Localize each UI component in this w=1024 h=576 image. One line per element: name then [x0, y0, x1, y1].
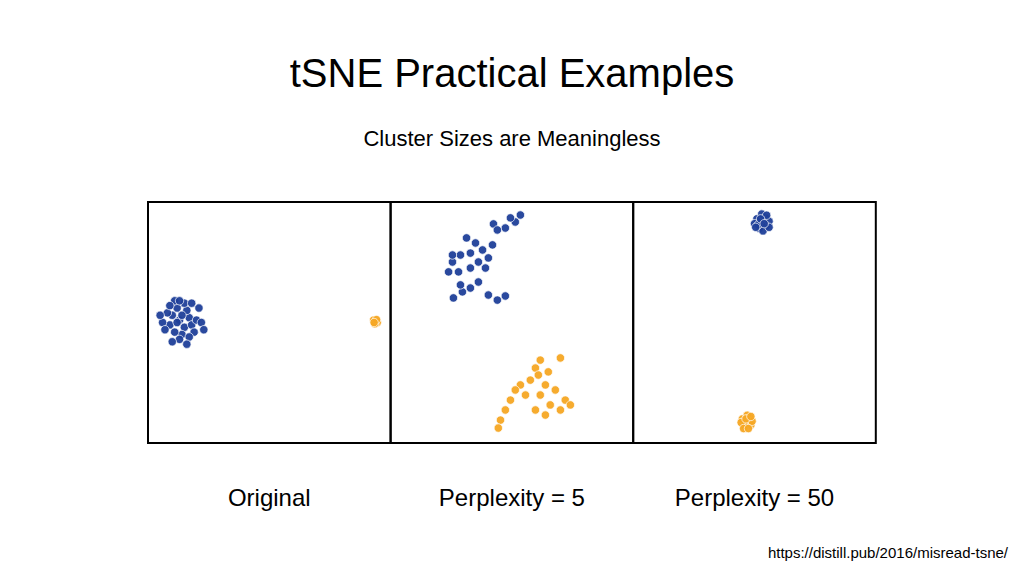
point	[444, 268, 452, 276]
point	[521, 391, 529, 399]
point	[546, 401, 554, 409]
point	[556, 354, 564, 362]
point	[183, 340, 191, 348]
point	[166, 301, 174, 309]
panel-label: Perplexity = 5	[439, 484, 585, 511]
point	[534, 371, 542, 379]
point	[195, 304, 203, 312]
point	[747, 412, 755, 420]
point	[449, 294, 457, 302]
point	[493, 226, 501, 234]
point	[484, 291, 492, 299]
point	[466, 249, 474, 257]
panel-label: Original	[228, 484, 311, 511]
background	[0, 0, 1024, 576]
point	[462, 234, 470, 242]
point	[744, 424, 752, 432]
point	[466, 264, 474, 272]
point	[494, 424, 502, 432]
panel: Perplexity = 50	[633, 202, 876, 511]
slide-title: tSNE Practical Examples	[290, 51, 735, 95]
point	[516, 211, 524, 219]
point	[456, 251, 464, 259]
point	[474, 258, 482, 266]
point	[506, 214, 514, 222]
point	[448, 251, 456, 259]
point	[454, 268, 462, 276]
point	[511, 386, 519, 394]
point	[493, 296, 501, 304]
marks	[444, 211, 574, 432]
point	[484, 254, 492, 262]
point	[551, 386, 559, 394]
point	[760, 219, 768, 227]
plot-frame	[148, 202, 391, 443]
point	[170, 328, 178, 336]
point	[156, 311, 164, 319]
panel-label: Perplexity = 50	[675, 484, 834, 511]
point	[501, 292, 509, 300]
panel: Perplexity = 5	[391, 202, 634, 511]
marks	[737, 210, 773, 433]
point	[541, 411, 549, 419]
point	[536, 391, 544, 399]
point	[501, 224, 509, 232]
slide: tSNE Practical Examples Cluster Sizes are…	[0, 0, 1024, 576]
source-link: https://distill.pub/2016/misread-tsne/	[768, 544, 1009, 561]
point	[168, 338, 176, 346]
point	[478, 246, 486, 254]
point	[161, 326, 169, 334]
point	[488, 241, 496, 249]
point	[501, 406, 509, 414]
point	[474, 278, 482, 286]
point	[556, 406, 564, 414]
point	[481, 264, 489, 272]
point	[496, 416, 504, 424]
point	[178, 311, 186, 319]
point	[466, 284, 474, 292]
point	[531, 406, 539, 414]
point	[456, 281, 464, 289]
point	[173, 318, 181, 326]
marks	[156, 297, 382, 349]
point	[536, 356, 544, 364]
point	[566, 401, 574, 409]
slide-subtitle: Cluster Sizes are Meaningless	[363, 126, 660, 151]
point	[506, 396, 514, 404]
point	[752, 223, 760, 231]
point	[175, 297, 183, 305]
plot-frame	[633, 202, 876, 443]
plot-frame	[391, 202, 634, 443]
point	[526, 376, 534, 384]
point	[544, 368, 552, 376]
point	[200, 326, 208, 334]
point	[541, 381, 549, 389]
point	[187, 299, 195, 307]
point	[370, 318, 378, 326]
point	[471, 239, 479, 247]
panel: Original	[148, 202, 391, 511]
